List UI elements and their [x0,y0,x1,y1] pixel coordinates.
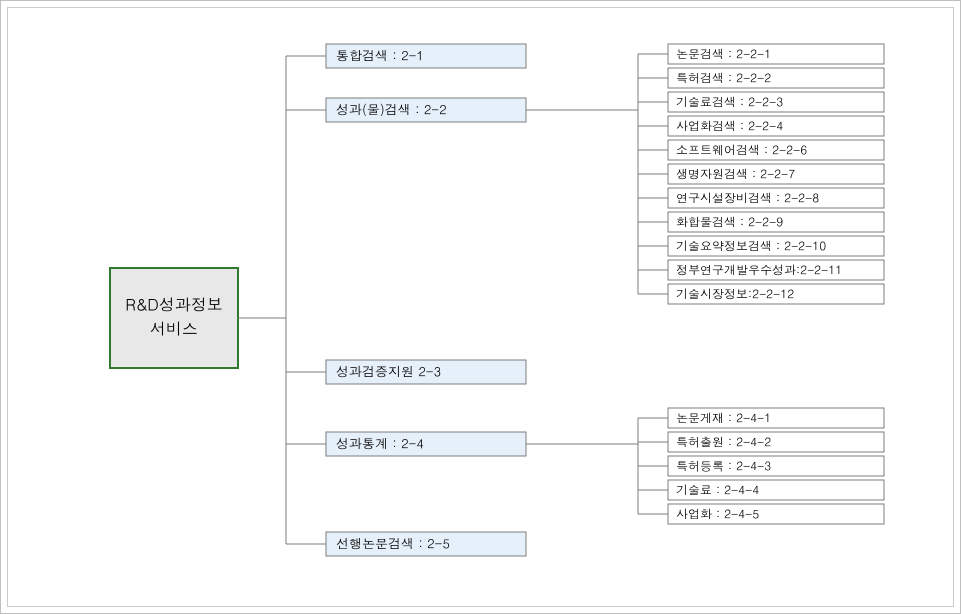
level2-label-n23: 성과검증지원 2-3 [336,362,441,381]
diagram-outer-frame: R&D성과정보서비스 통합검색 : 2-1 성과(물)검색 : 2-2 성과검증지원 … [0,0,961,614]
level3-label-n24-1: 특허출원 : 2-4-2 [676,434,771,451]
level3-label-n22-0: 논문검색 : 2-2-1 [676,46,771,63]
level3-label-n22-1: 특허검색 : 2-2-2 [676,70,771,87]
level2-label-n25: 선행논문검색 : 2-5 [336,534,450,553]
root-label-line1: R&D성과정보 [125,293,223,316]
level2-label-n24: 성과통계 : 2-4 [336,434,424,453]
level3-label-n24-0: 논문게재 : 2-4-1 [676,410,771,427]
level3-label-n24-3: 기술료 : 2-4-4 [676,482,759,499]
level3-label-n22-10: 기술시장정보:2-2-12 [676,286,794,303]
level3-label-n24-2: 특허등록 : 2-4-3 [676,458,771,475]
level3-label-n22-7: 화합물검색 : 2-2-9 [676,214,783,231]
level3-label-n22-6: 연구시설장비검색 : 2-2-8 [676,190,819,207]
level3-label-n22-2: 기술료검색 : 2-2-3 [676,94,783,111]
level3-label-n22-5: 생명자원검색 : 2-2-7 [676,166,795,183]
root-label-line2: 서비스 [150,317,198,340]
level3-label-n22-9: 정부연구개발우수성과:2-2-11 [676,262,842,279]
level3-label-n22-3: 사업화검색 : 2-2-4 [676,118,783,135]
level3-label-n22-8: 기술요약정보검색 : 2-2-10 [676,238,826,255]
level2-label-n21: 통합검색 : 2-1 [336,46,424,65]
level2-label-n22: 성과(물)검색 : 2-2 [336,100,447,119]
diagram-inner-frame: R&D성과정보서비스 통합검색 : 2-1 성과(물)검색 : 2-2 성과검증지원 … [7,7,954,607]
level3-label-n22-4: 소프트웨어검색 : 2-2-6 [676,142,807,159]
tree-diagram: R&D성과정보서비스 통합검색 : 2-1 성과(물)검색 : 2-2 성과검증지원 … [8,8,955,608]
level3-label-n24-4: 사업화 : 2-4-5 [676,506,759,523]
